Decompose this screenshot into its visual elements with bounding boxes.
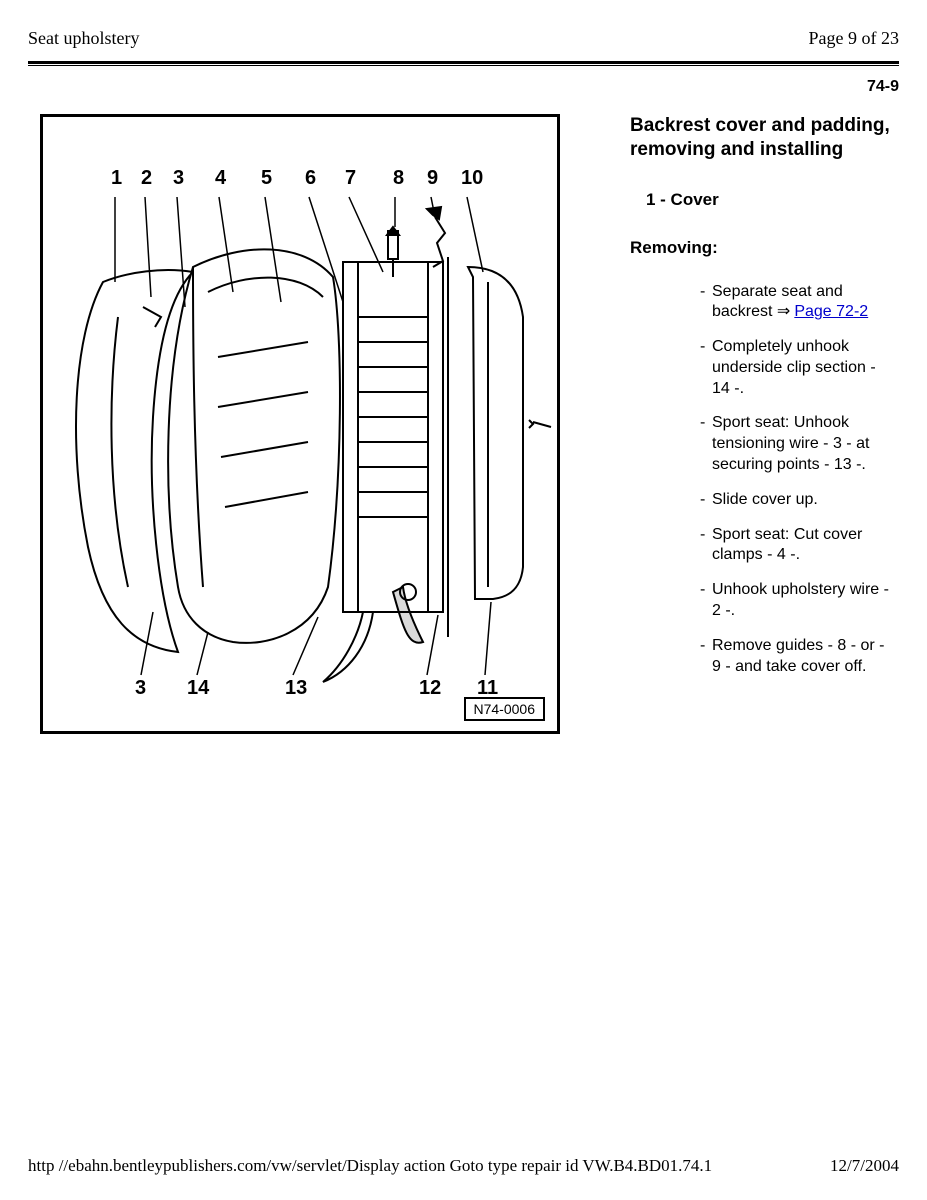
callout-b-12: 12 bbox=[419, 677, 441, 700]
footer-url: http //ebahn.bentleypublishers.com/vw/se… bbox=[28, 1156, 712, 1176]
page-link-72-2[interactable]: Page 72-2 bbox=[794, 303, 868, 320]
step-7: Remove guides - 8 - or - 9 - and take co… bbox=[700, 636, 891, 678]
section-heading: Backrest cover and padding, removing and… bbox=[630, 114, 891, 162]
callout-2: 2 bbox=[141, 167, 152, 190]
step-5: Sport seat: Cut cover clamps - 4 -. bbox=[700, 525, 891, 567]
seat-diagram-svg bbox=[43, 117, 557, 731]
callout-7: 7 bbox=[345, 167, 356, 190]
part-label: 1 - Cover bbox=[646, 190, 891, 210]
step-4: Slide cover up. bbox=[700, 490, 891, 511]
callout-6: 6 bbox=[305, 167, 316, 190]
callout-3: 3 bbox=[173, 167, 184, 190]
page-number: Page 9 of 23 bbox=[809, 28, 899, 49]
callout-b-14: 14 bbox=[187, 677, 209, 700]
callout-1: 1 bbox=[111, 167, 122, 190]
callout-b-13: 13 bbox=[285, 677, 307, 700]
step-3: Sport seat: Unhook tensioning wire - 3 -… bbox=[700, 413, 891, 475]
callout-8: 8 bbox=[393, 167, 404, 190]
callout-10: 10 bbox=[461, 167, 483, 190]
figure: 12345678910 314131211 N74-0006 bbox=[40, 114, 560, 734]
procedure-list: Separate seat and backrest ⇒ Page 72-2 C… bbox=[630, 282, 891, 678]
callout-9: 9 bbox=[427, 167, 438, 190]
step-1: Separate seat and backrest ⇒ Page 72-2 bbox=[700, 282, 891, 324]
callout-4: 4 bbox=[215, 167, 226, 190]
callout-b-3: 3 bbox=[135, 677, 146, 700]
page-title: Seat upholstery bbox=[28, 28, 139, 49]
section-number: 74-9 bbox=[0, 66, 927, 96]
step-2: Completely unhook underside clip section… bbox=[700, 337, 891, 399]
arrow-icon: ⇒ bbox=[777, 303, 794, 320]
callout-5: 5 bbox=[261, 167, 272, 190]
divider-thick bbox=[28, 61, 899, 64]
removing-heading: Removing: bbox=[630, 238, 891, 258]
figure-label: N74-0006 bbox=[464, 697, 546, 721]
footer-date: 12/7/2004 bbox=[830, 1156, 899, 1176]
step-6: Unhook upholstery wire - 2 -. bbox=[700, 580, 891, 622]
